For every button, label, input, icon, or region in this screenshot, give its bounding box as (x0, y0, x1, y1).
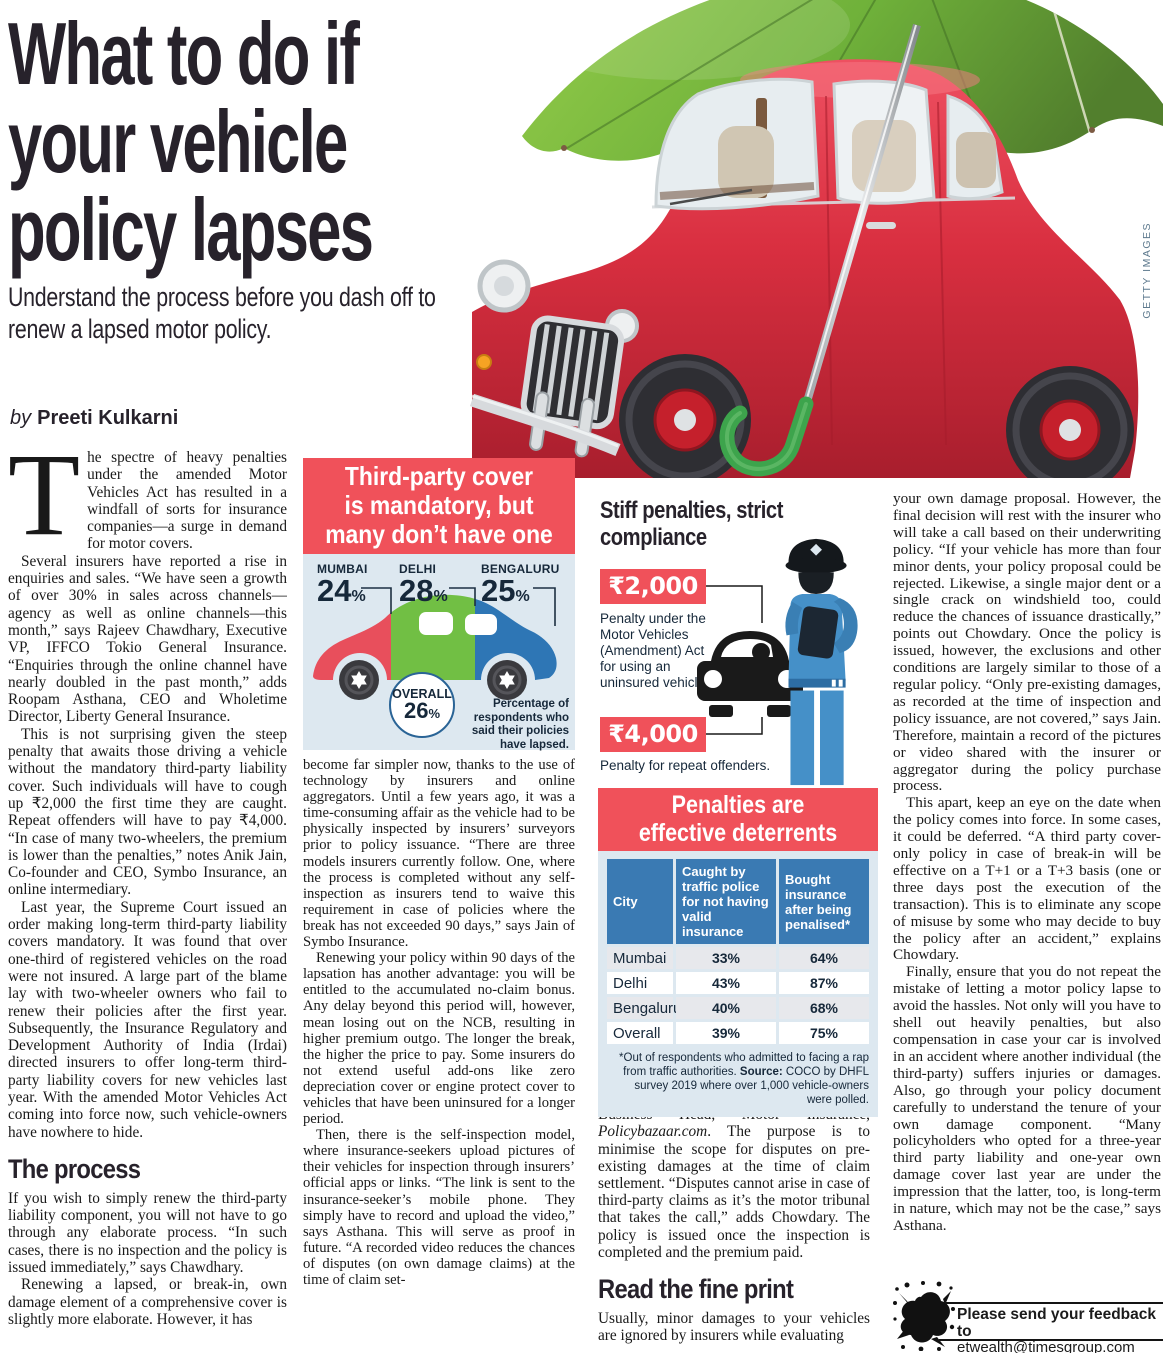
city-value: 28 (399, 573, 434, 608)
city-label: DELHI (399, 562, 436, 576)
chart-caption: Percentage of respondents who said their… (471, 698, 569, 751)
penalty-table-grid: City Caught by traffic police for not ha… (607, 859, 869, 1044)
table-cell-bought: 64% (779, 947, 869, 969)
umbrella-shaft (719, 23, 921, 477)
feedback-text: Please send your feedback to etwealth@ti… (957, 1306, 1163, 1353)
chart-wheel-front (339, 660, 379, 700)
lapse-title-line3: many don’t have one (325, 519, 553, 549)
penalty-table: Penalties are effective deterrents City … (598, 788, 878, 1117)
body-paragraph: your own damage proposal. However, the f… (893, 491, 1161, 795)
percent-sign: % (351, 588, 366, 605)
chart-city-delhi: DELHI 28% (399, 562, 448, 612)
city-value: 24 (317, 573, 352, 608)
table-cell-city: Mumbai (607, 947, 673, 969)
penalties-infographic: Stiff penalties, strict compliance ₹2,00… (598, 497, 878, 789)
body-paragraph: become far simpler now, thanks to the us… (303, 757, 575, 951)
penalty-table-panel: City Caught by traffic police for not ha… (598, 851, 878, 1117)
chart-wheel-rear (487, 660, 527, 700)
section-heading: Read the fine print (598, 1274, 794, 1305)
hero-illustration (469, 0, 1163, 494)
byline-prefix: by (10, 407, 32, 429)
city-label: MUMBAI (317, 562, 368, 576)
table-title-line1: Penalties are (671, 791, 805, 819)
fine-first-desc: Penalty under the Motor Vehicles (Amendm… (600, 611, 709, 690)
percent-sign: % (515, 588, 530, 605)
body-paragraph: Then, there is the self-inspection model… (303, 1127, 575, 1288)
chart-overall-badge: OVERALL 26% (389, 672, 455, 738)
chart-city-mumbai: MUMBAI 24% (317, 562, 368, 612)
traffic-police-icon (785, 538, 858, 786)
body-paragraph: This apart, keep an eye on the date when… (893, 794, 1161, 964)
car-umbrella-illustration (469, 0, 1163, 494)
col-header-caught: Caught by traffic police for not having … (676, 859, 776, 944)
col-header-city: City (607, 859, 673, 944)
table-cell-bought: 87% (779, 972, 869, 994)
city-value: 25 (481, 573, 516, 608)
body-column-2: become far simpler now, thanks to the us… (303, 757, 575, 1353)
table-cell-caught: 40% (676, 997, 776, 1019)
chart-connector-lines (361, 587, 556, 626)
percent-sign: % (433, 588, 448, 605)
rear-wheel (1006, 366, 1134, 494)
fine-repeat-amount: ₹4,000 (600, 717, 706, 752)
col-header-bought: Bought insurance after being penalised* (779, 859, 869, 944)
table-footnote: *Out of respondents who admitted to faci… (607, 1051, 869, 1107)
drop-cap: T (8, 449, 81, 560)
body-paragraph: Renewing a lapsed, or break-in, own dama… (8, 1276, 287, 1328)
connector-lines (706, 585, 763, 735)
body-paragraph: Several insurers have reported a rise in… (8, 552, 287, 726)
body-column-3: tlement,” adds Sajja Praveen Chowdary, B… (598, 1089, 870, 1353)
table-cell-bought: 75% (779, 1022, 869, 1044)
table-title-line2: effective deterrents (638, 819, 838, 847)
car-grille (520, 315, 625, 458)
city-label: BENGALURU (481, 562, 560, 576)
table-cell-caught: 33% (676, 947, 776, 969)
table-cell-city: Overall (607, 1022, 673, 1044)
page-title: What to do if your vehicle policy lapses (8, 4, 374, 279)
ink-splat-icon (893, 1281, 955, 1351)
lapse-chart-body: MUMBAI 24% DELHI 28% BENGALURU 25% OVERA… (303, 554, 575, 751)
penalty-table-title: Penalties are effective deterrents (598, 788, 878, 851)
body-paragraph: Renewing your policy within 90 days of t… (303, 950, 575, 1128)
footnote-text: COCO by DHFL survey 2019 where over 1,00… (634, 1066, 869, 1106)
body-paragraph: Last year, the Supreme Court issued an o… (8, 898, 287, 1141)
feedback-box: Please send your feedback to etwealth@ti… (893, 1281, 1163, 1353)
body-paragraph: If you wish to simply renew the third-pa… (8, 1189, 287, 1277)
table-cell-bought: 68% (779, 997, 869, 1019)
byline: by Preeti Kulkarni (10, 407, 178, 430)
percent-sign: % (428, 706, 441, 721)
body-paragraph: Usually, minor damages to your vehicles … (598, 1310, 870, 1345)
lapse-infographic-title: Third-party cover is mandatory, but many… (303, 458, 575, 554)
lapse-chart-car-graphic (313, 587, 557, 700)
table-cell-caught: 39% (676, 1022, 776, 1044)
body-column-4: your own damage proposal. However, the f… (893, 491, 1161, 1281)
feedback-line1: Please send your feedback to (957, 1306, 1157, 1340)
fine-first-amount: ₹2,000 (600, 569, 706, 604)
penalties-heading: Stiff penalties, strict compliance (600, 497, 784, 551)
byline-author: Preeti Kulkarni (37, 407, 179, 429)
section-heading: The process (8, 1153, 141, 1184)
body-paragraph: Finally, ensure that you do not repeat t… (893, 963, 1161, 1234)
chart-city-bengaluru: BENGALURU 25% (481, 562, 559, 612)
fine-repeat-desc: Penalty for repeat offenders. (600, 758, 771, 773)
feedback-rule-top (945, 1302, 1163, 1304)
body-paragraph: This is not surprising given the steep p… (8, 725, 287, 899)
footnote-source-label: Source: (739, 1066, 783, 1078)
subtitle: Understand the process before you dash o… (8, 282, 436, 344)
feedback-line2: etwealth@timesgroup.com (957, 1339, 1135, 1353)
lapse-title-line2: is mandatory, but (344, 490, 534, 520)
feedback-rule-bottom (939, 1339, 1163, 1341)
table-cell-city: Bengaluru (607, 997, 681, 1019)
table-cell-caught: 43% (676, 972, 776, 994)
lapse-infographic: Third-party cover is mandatory, but many… (303, 458, 575, 751)
lapse-title-line1: Third-party cover (344, 461, 534, 491)
table-cell-city: Delhi (607, 972, 673, 994)
overall-label: OVERALL (392, 687, 452, 701)
overall-value: 26 (403, 698, 429, 723)
footnote-text: *Out of respondents who admitted to faci… (619, 1052, 869, 1078)
